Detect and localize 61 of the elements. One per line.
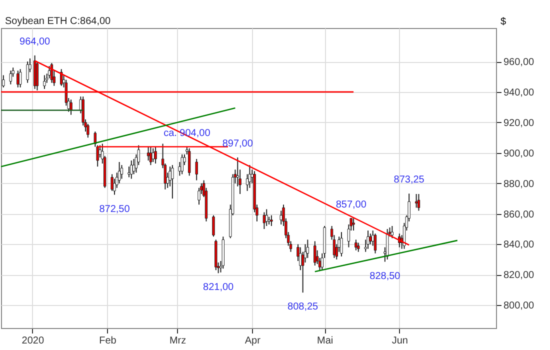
candlestick bbox=[86, 123, 90, 138]
x-tick-label: Jun bbox=[392, 336, 408, 346]
candlestick bbox=[26, 61, 29, 84]
candlestick bbox=[357, 242, 360, 252]
annotation: 964,00 bbox=[20, 36, 51, 48]
candlestick bbox=[18, 68, 22, 88]
candlestick bbox=[118, 162, 121, 184]
candlestick bbox=[414, 193, 418, 208]
candlestick bbox=[417, 193, 420, 212]
candlestick bbox=[146, 146, 150, 161]
candlestick bbox=[198, 187, 200, 206]
candlestick bbox=[152, 148, 154, 163]
candlestick bbox=[110, 174, 114, 192]
candlestick bbox=[180, 154, 184, 175]
y-tick-label: 820,00 bbox=[504, 270, 535, 282]
y-tick-label: 880,00 bbox=[504, 178, 535, 190]
candlestick bbox=[270, 214, 273, 226]
y-tick-label: 860,00 bbox=[504, 209, 535, 220]
candlestick bbox=[306, 239, 310, 258]
candlestick bbox=[120, 164, 124, 180]
candlestick bbox=[188, 148, 191, 176]
y-tick-label: 920,00 bbox=[504, 118, 535, 129]
chart-title: Soybean ETH C:864,00 bbox=[5, 16, 112, 27]
candlestick bbox=[354, 239, 358, 251]
annotation: 897,00 bbox=[222, 138, 254, 150]
x-tick-label: Feb bbox=[99, 336, 117, 346]
candlestick bbox=[366, 230, 370, 250]
candlestick bbox=[60, 68, 63, 86]
annotation: 872,50 bbox=[99, 204, 130, 215]
candlestick bbox=[374, 233, 377, 254]
x-tick-label: Mrz bbox=[169, 336, 186, 346]
candlestick bbox=[195, 158, 198, 181]
candlestick bbox=[340, 232, 343, 257]
x-tick-label: Apr bbox=[244, 336, 262, 346]
y-tick-label: 800,00 bbox=[504, 300, 535, 312]
annotation: 857,00 bbox=[336, 199, 367, 210]
candlestick bbox=[154, 146, 157, 164]
x-tick-label: 2020 bbox=[22, 336, 44, 346]
y-tick-label: 840,00 bbox=[504, 240, 535, 251]
candlestick bbox=[265, 208, 268, 226]
y-tick-label: 900,00 bbox=[504, 148, 535, 160]
y-axis-title: $ bbox=[500, 16, 506, 28]
candlestick bbox=[48, 66, 51, 79]
annotation: 828,50 bbox=[370, 270, 401, 282]
y-tick-label: 960,00 bbox=[504, 57, 535, 68]
annotation: 821,00 bbox=[203, 282, 234, 294]
annotation: 808,25 bbox=[288, 302, 319, 313]
candlestick bbox=[369, 233, 372, 245]
candlestick bbox=[132, 158, 136, 175]
candlestick bbox=[352, 218, 355, 232]
candlestick bbox=[9, 70, 12, 85]
candlestick bbox=[314, 240, 316, 266]
candlestick bbox=[212, 214, 215, 238]
y-tick-label: 940,00 bbox=[504, 87, 535, 98]
candlestick bbox=[171, 164, 174, 200]
candlestick bbox=[70, 99, 72, 116]
candlestick bbox=[16, 70, 20, 88]
x-tick-label: Mai bbox=[317, 336, 334, 346]
candlestick bbox=[43, 74, 46, 90]
candlestick bbox=[130, 160, 133, 180]
annotation: 873,25 bbox=[394, 174, 425, 186]
